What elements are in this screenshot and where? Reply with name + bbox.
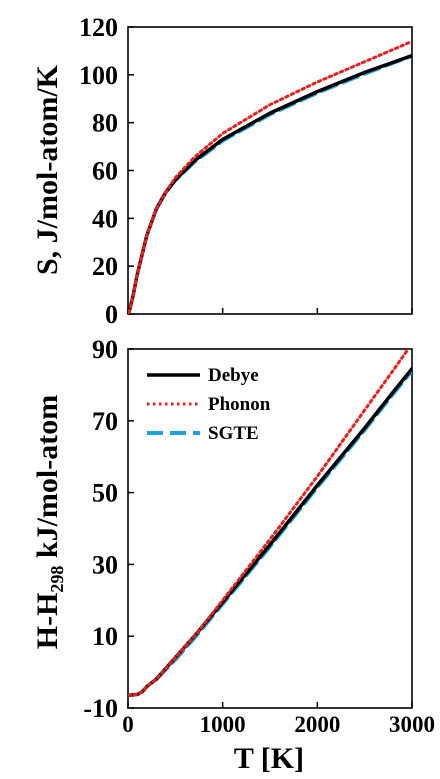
x-axis-label: T [K]: [234, 742, 304, 775]
legend-label-debye: Debye: [208, 365, 259, 386]
enthalpy-x-tick-label: 1000: [200, 712, 246, 737]
enthalpy-y-tick-label: 30: [92, 550, 118, 579]
entropy-series-debye-line: [128, 53, 412, 314]
enthalpy-y-tick-label: 90: [92, 335, 118, 364]
entropy-y-tick-label: 120: [79, 13, 118, 42]
entropy-series-sgte-line: [154, 53, 412, 211]
enthalpy-y-tick-label: 70: [92, 407, 118, 436]
entropy-series-phonon-line: [128, 39, 412, 314]
enthalpy-x-tick-label: 2000: [294, 712, 340, 737]
enthalpy-y-tick-label: 50: [92, 479, 118, 508]
entropy-y-tick-label: 100: [79, 61, 118, 90]
entropy-chart-panel: 0 20 40 60 80 100 120: [79, 13, 413, 329]
legend: Debye Phonon SGTE: [147, 365, 271, 444]
enthalpy-plot-frame: [127, 348, 413, 709]
enthalpy-y-tick-label: 10: [92, 622, 118, 651]
legend-label-phonon: Phonon: [208, 394, 271, 415]
entropy-y-tick-label: 20: [92, 252, 118, 281]
legend-label-sgte: SGTE: [208, 423, 259, 444]
enthalpy-chart-panel: -10 10 30 50 70 90 0 1000 2000 3000: [83, 335, 435, 737]
enthalpy-y-axis-label: H-H₂₉₈ kJ/mol-atom: [31, 395, 64, 649]
entropy-y-tick-label: 80: [92, 109, 118, 138]
enthalpy-series-debye-line: [128, 366, 412, 698]
enthalpy-x-tick-label: 0: [122, 712, 134, 737]
entropy-y-axis-label: S, J/mol-atom/K: [31, 64, 64, 275]
enthalpy-x-tick-label: 3000: [389, 712, 435, 737]
enthalpy-series-phonon-line: [128, 349, 411, 697]
enthalpy-y-tick-label: -10: [83, 694, 118, 723]
entropy-y-tick-label: 60: [92, 157, 118, 186]
entropy-y-tick-label: 0: [105, 300, 118, 329]
entropy-y-tick-label: 40: [92, 204, 118, 233]
